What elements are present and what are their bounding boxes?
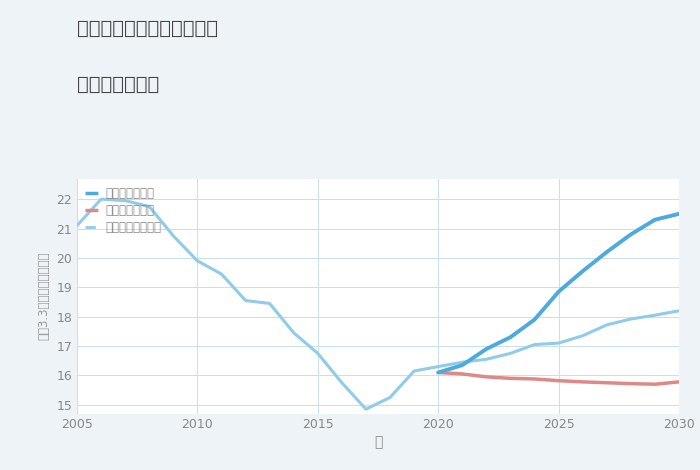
グッドシナリオ [458,362,466,368]
グッドシナリオ [603,249,611,255]
Text: 兵庫県豊岡市出石町寺町の: 兵庫県豊岡市出石町寺町の [77,19,218,38]
Line: バッドシナリオ: バッドシナリオ [438,372,679,384]
ノーマルシナリオ [97,196,105,202]
ノーマルシナリオ [193,258,202,264]
グッドシナリオ [531,317,539,322]
ノーマルシナリオ [145,204,153,209]
グッドシナリオ [626,232,635,237]
ノーマルシナリオ [290,330,298,336]
バッドシナリオ [626,381,635,386]
バッドシナリオ [651,382,659,387]
ノーマルシナリオ [169,233,178,239]
ノーマルシナリオ [651,313,659,318]
Line: グッドシナリオ: グッドシナリオ [438,214,679,372]
ノーマルシナリオ [314,351,322,356]
ノーマルシナリオ [434,364,442,369]
Line: ノーマルシナリオ: ノーマルシナリオ [77,199,679,409]
グッドシナリオ [578,268,587,274]
バッドシナリオ [434,369,442,375]
ノーマルシナリオ [337,380,346,385]
グッドシナリオ [506,335,514,340]
バッドシナリオ [482,374,491,380]
ノーマルシナリオ [121,198,130,204]
ノーマルシナリオ [578,333,587,338]
ノーマルシナリオ [458,360,466,365]
バッドシナリオ [675,379,683,385]
バッドシナリオ [531,376,539,382]
ノーマルシナリオ [410,368,419,374]
ノーマルシナリオ [531,342,539,347]
ノーマルシナリオ [362,407,370,412]
グッドシナリオ [482,346,491,352]
X-axis label: 年: 年 [374,436,382,450]
グッドシナリオ [554,289,563,295]
グッドシナリオ [651,217,659,222]
Y-axis label: 坪（3.3㎡）単価（万円）: 坪（3.3㎡）単価（万円） [38,252,50,340]
ノーマルシナリオ [554,340,563,346]
ノーマルシナリオ [217,271,225,277]
ノーマルシナリオ [626,316,635,322]
バッドシナリオ [603,380,611,385]
ノーマルシナリオ [506,351,514,356]
ノーマルシナリオ [603,322,611,328]
バッドシナリオ [578,379,587,385]
ノーマルシナリオ [241,298,250,303]
ノーマルシナリオ [675,308,683,313]
グッドシナリオ [675,211,683,217]
Legend: グッドシナリオ, バッドシナリオ, ノーマルシナリオ: グッドシナリオ, バッドシナリオ, ノーマルシナリオ [83,185,164,236]
ノーマルシナリオ [73,223,81,228]
ノーマルシナリオ [386,395,394,400]
ノーマルシナリオ [482,356,491,362]
バッドシナリオ [506,376,514,381]
グッドシナリオ [434,369,442,375]
Text: 土地の価格推移: 土地の価格推移 [77,75,160,94]
ノーマルシナリオ [265,301,274,306]
バッドシナリオ [458,371,466,377]
バッドシナリオ [554,378,563,384]
